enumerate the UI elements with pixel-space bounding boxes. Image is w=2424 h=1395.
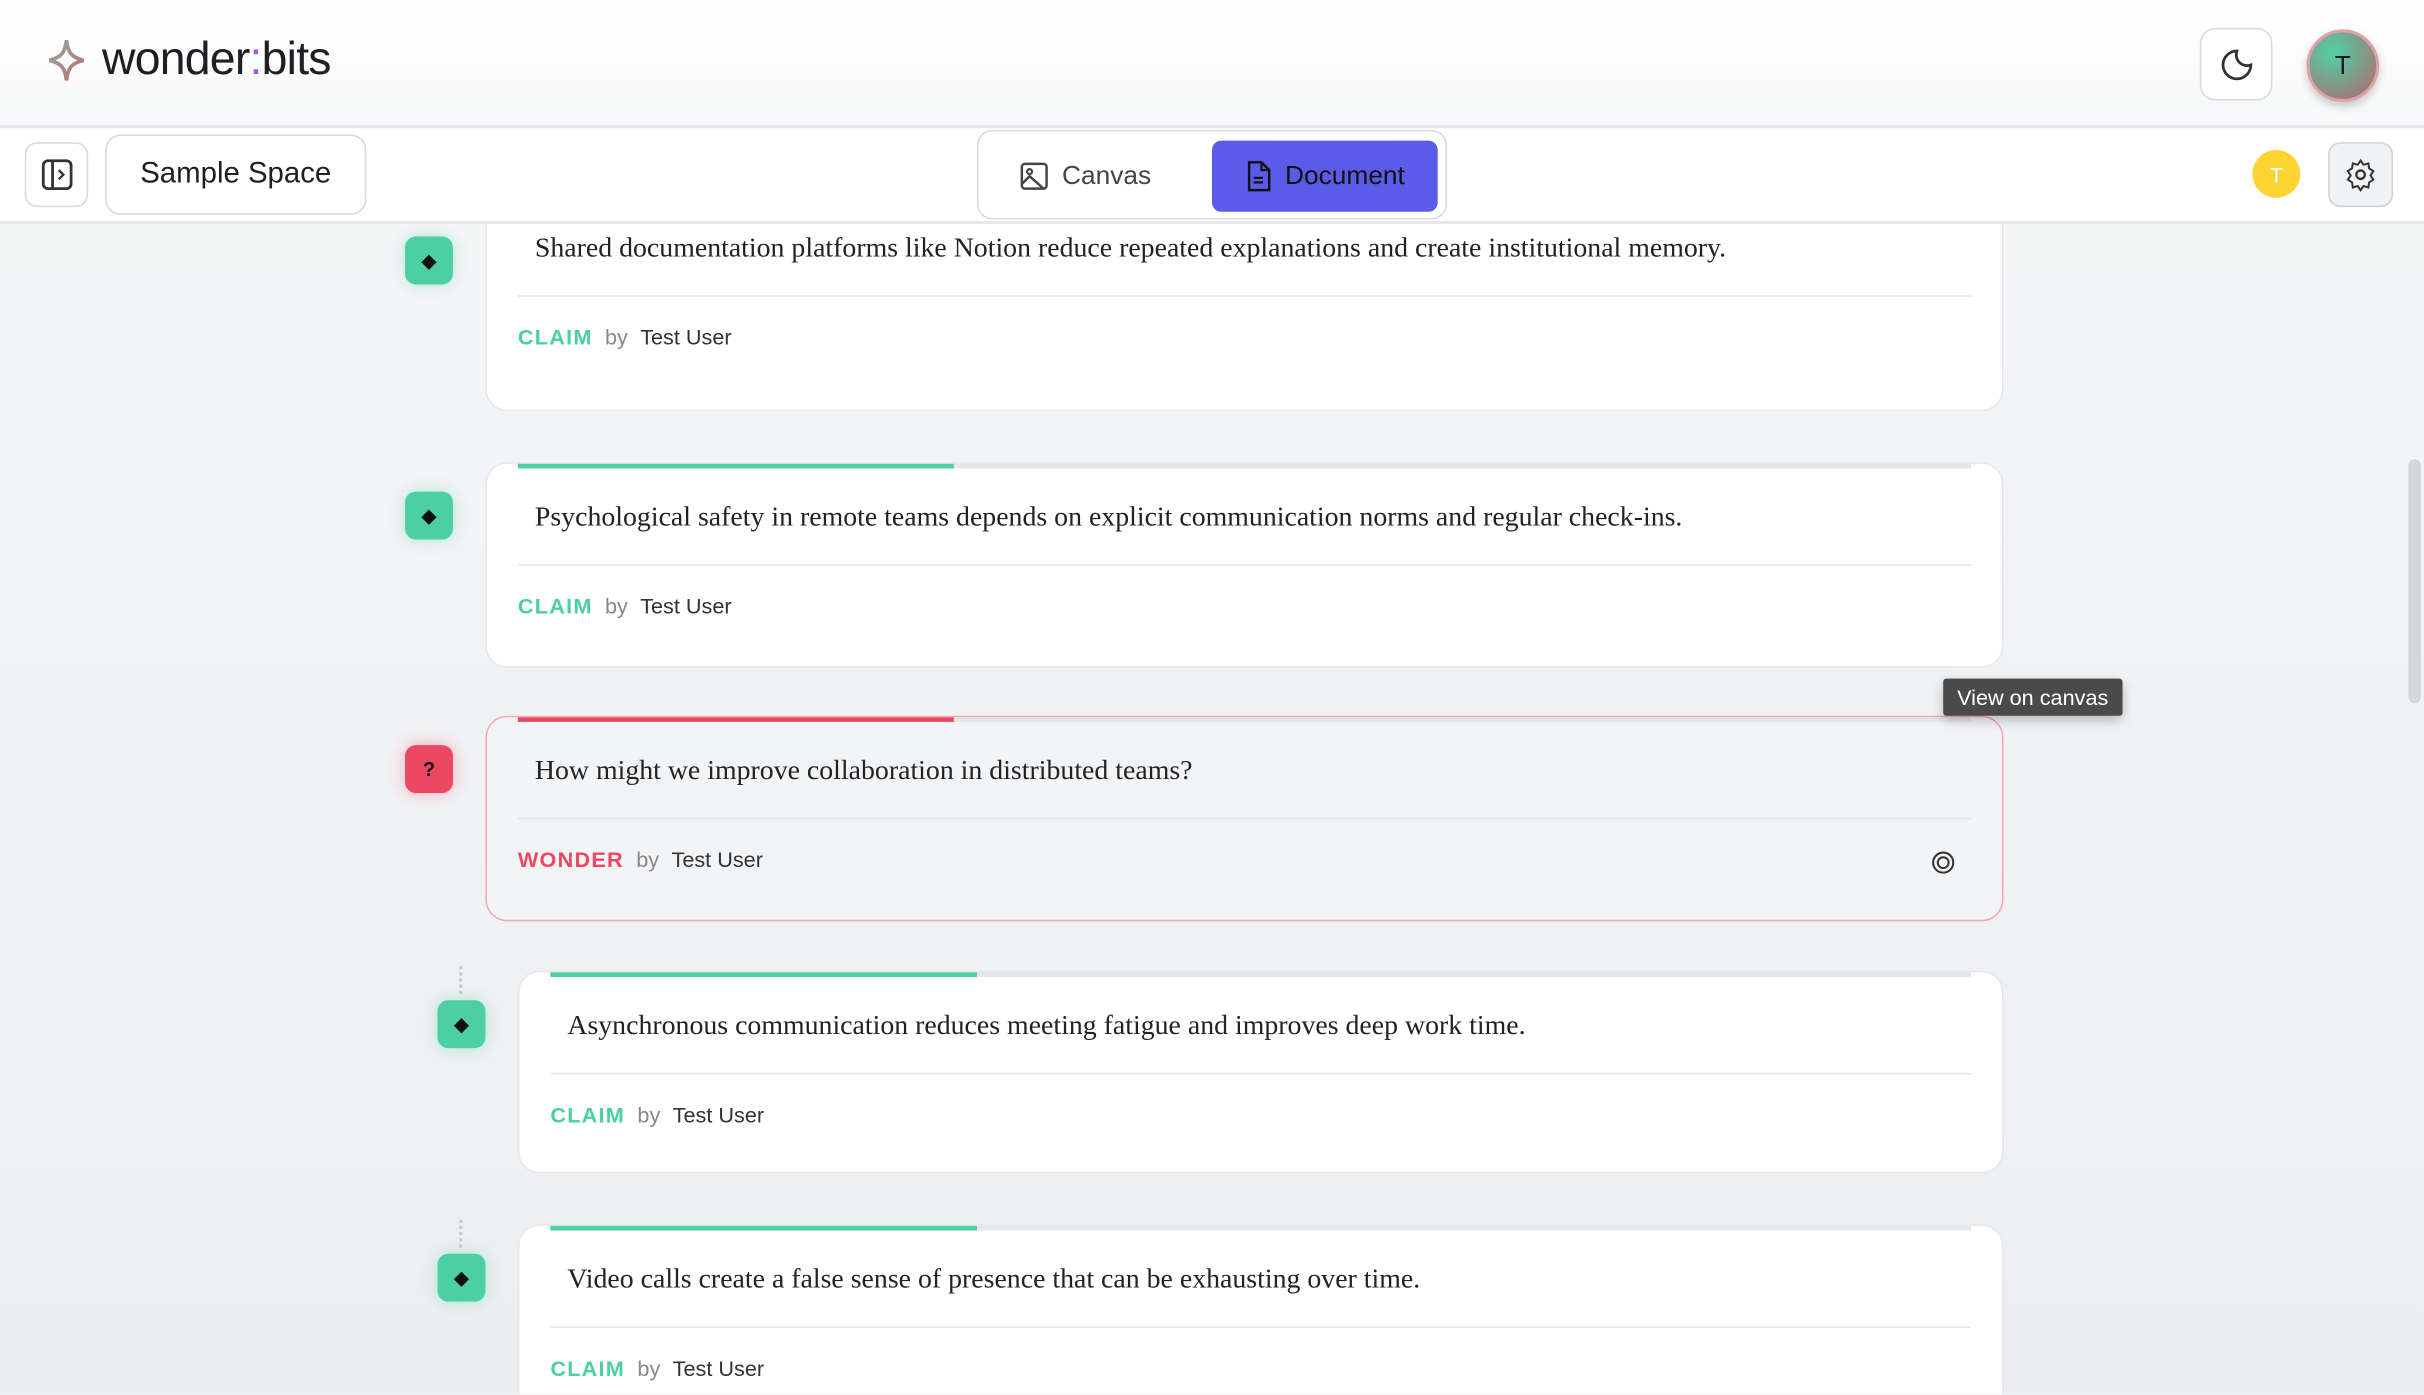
claim-card[interactable]: Shared documentation platforms like Noti… xyxy=(485,224,2004,412)
claim-card[interactable]: Asynchronous communication reduces meeti… xyxy=(517,970,2004,1174)
by-label: by xyxy=(636,847,660,872)
image-icon xyxy=(1020,162,1048,190)
space-name: Sample Space xyxy=(140,157,332,191)
author-name: Test User xyxy=(640,593,732,619)
gear-icon xyxy=(2346,158,2375,192)
claim-node-icon[interactable]: ◆ xyxy=(405,236,453,285)
tab-canvas[interactable]: Canvas xyxy=(1019,141,1151,212)
claim-card[interactable]: Video calls create a false sense of pres… xyxy=(517,1224,2004,1395)
by-label: by xyxy=(604,324,628,350)
author-name: Test User xyxy=(672,1355,765,1381)
progress-bar xyxy=(517,463,1972,469)
document-feed: ◆ Shared documentation platforms like Not… xyxy=(0,224,2424,1395)
view-tabs: Canvas Document xyxy=(977,129,1447,220)
thread-connector xyxy=(459,1219,463,1248)
card-type-label: CLAIM xyxy=(517,593,593,619)
card-meta: WONDER by Test User xyxy=(518,847,763,872)
progress-fill xyxy=(550,972,977,978)
claim-node-icon[interactable]: ◆ xyxy=(405,491,453,540)
progress-fill xyxy=(517,463,954,469)
progress-bar xyxy=(517,717,1972,722)
claim-card[interactable]: Psychological safety in remote teams dep… xyxy=(485,462,2004,668)
card-meta: CLAIM by Test User xyxy=(518,325,732,350)
view-on-canvas-icon[interactable] xyxy=(1931,850,1956,875)
tab-document-label: Document xyxy=(1285,160,1405,191)
logo-colon: : xyxy=(249,34,263,86)
thread-connector xyxy=(459,966,463,995)
settings-button[interactable] xyxy=(2328,142,2394,208)
logo-text: wonder:bits xyxy=(102,34,331,87)
card-text: Psychological safety in remote teams dep… xyxy=(534,500,1683,532)
tab-document[interactable]: Document xyxy=(1211,140,1438,212)
card-text: Video calls create a false sense of pres… xyxy=(567,1263,1421,1294)
card-meta: CLAIM by Test User xyxy=(550,1102,764,1127)
user-avatar[interactable]: T xyxy=(2306,29,2380,103)
sparkle-icon xyxy=(48,39,84,81)
author-name: Test User xyxy=(671,847,763,872)
moon-icon xyxy=(2220,48,2252,80)
theme-toggle-button[interactable] xyxy=(2199,27,2273,101)
author-name: Test User xyxy=(672,1102,765,1127)
claim-node-icon[interactable]: ◆ xyxy=(437,1253,486,1302)
top-bar: wonder:bits T xyxy=(0,0,2424,129)
wonder-card[interactable]: How might we improve collaboration in di… xyxy=(485,715,2004,922)
card-text: Asynchronous communication reduces meeti… xyxy=(567,1009,1526,1041)
document-icon xyxy=(1248,161,1271,192)
card-text: How might we improve collaboration in di… xyxy=(534,754,1193,786)
logo[interactable]: wonder:bits xyxy=(46,34,331,87)
collaborator-initial: T xyxy=(2269,161,2283,187)
card-type-label: CLAIM xyxy=(550,1102,626,1127)
progress-fill xyxy=(517,717,954,722)
space-name-button[interactable]: Sample Space xyxy=(105,134,367,215)
card-type-label: WONDER xyxy=(517,847,624,872)
tab-canvas-label: Canvas xyxy=(1062,160,1152,191)
card-type-label: CLAIM xyxy=(517,324,593,350)
divider xyxy=(517,295,1972,297)
progress-bar xyxy=(550,1225,1972,1231)
divider xyxy=(517,817,1972,820)
sidebar-toggle-button[interactable] xyxy=(24,142,89,208)
divider xyxy=(550,1326,1972,1328)
card-text: Shared documentation platforms like Noti… xyxy=(534,231,1727,263)
collaborator-avatar[interactable]: T xyxy=(2252,149,2301,198)
panel-expand-icon xyxy=(41,159,72,190)
by-label: by xyxy=(637,1102,661,1127)
by-label: by xyxy=(604,593,628,619)
card-meta: CLAIM by Test User xyxy=(550,1356,764,1381)
tooltip: View on canvas xyxy=(1943,678,2123,716)
author-name: Test User xyxy=(640,324,732,350)
divider xyxy=(517,564,1972,566)
claim-node-icon[interactable]: ◆ xyxy=(437,1000,486,1049)
progress-fill xyxy=(550,1225,977,1231)
card-type-label: CLAIM xyxy=(550,1355,626,1381)
scrollbar[interactable] xyxy=(2408,459,2421,704)
card-meta: CLAIM by Test User xyxy=(518,594,732,619)
avatar-initial: T xyxy=(2334,50,2351,80)
by-label: by xyxy=(637,1355,661,1381)
progress-bar xyxy=(550,972,1972,978)
wonder-node-icon[interactable]: ? xyxy=(405,745,453,794)
toolbar: Sample Space Canvas Document T xyxy=(0,128,2424,225)
divider xyxy=(550,1072,1972,1075)
logo-word-wonder: wonder xyxy=(102,34,250,86)
logo-word-bits: bits xyxy=(261,34,332,86)
